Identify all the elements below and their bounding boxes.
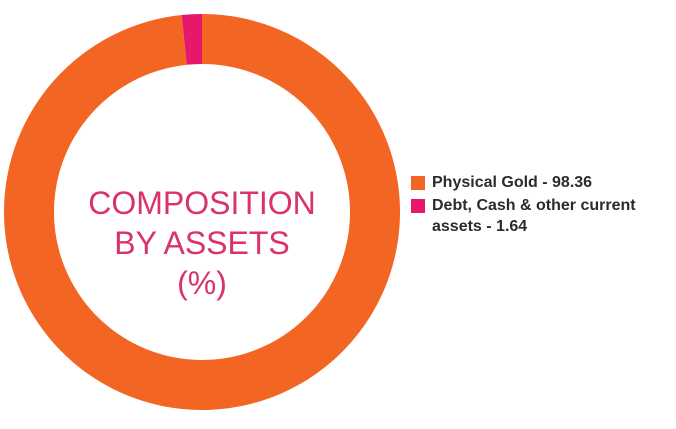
legend-swatch [411,176,425,190]
legend-label: Physical Gold - 98.36 [432,174,593,191]
donut-segment [181,14,202,65]
legend-item: Debt, Cash & other current assets - 1.64 [411,195,676,237]
chart-title: COMPOSITION BY ASSETS (%) [88,185,316,301]
legend-swatch [411,199,425,213]
legend-item: Physical Gold - 98.36 [411,172,676,193]
legend: Physical Gold - 98.36 Debt, Cash & other … [411,172,676,239]
legend-label: Debt, Cash & other current assets - 1.64 [432,197,636,235]
